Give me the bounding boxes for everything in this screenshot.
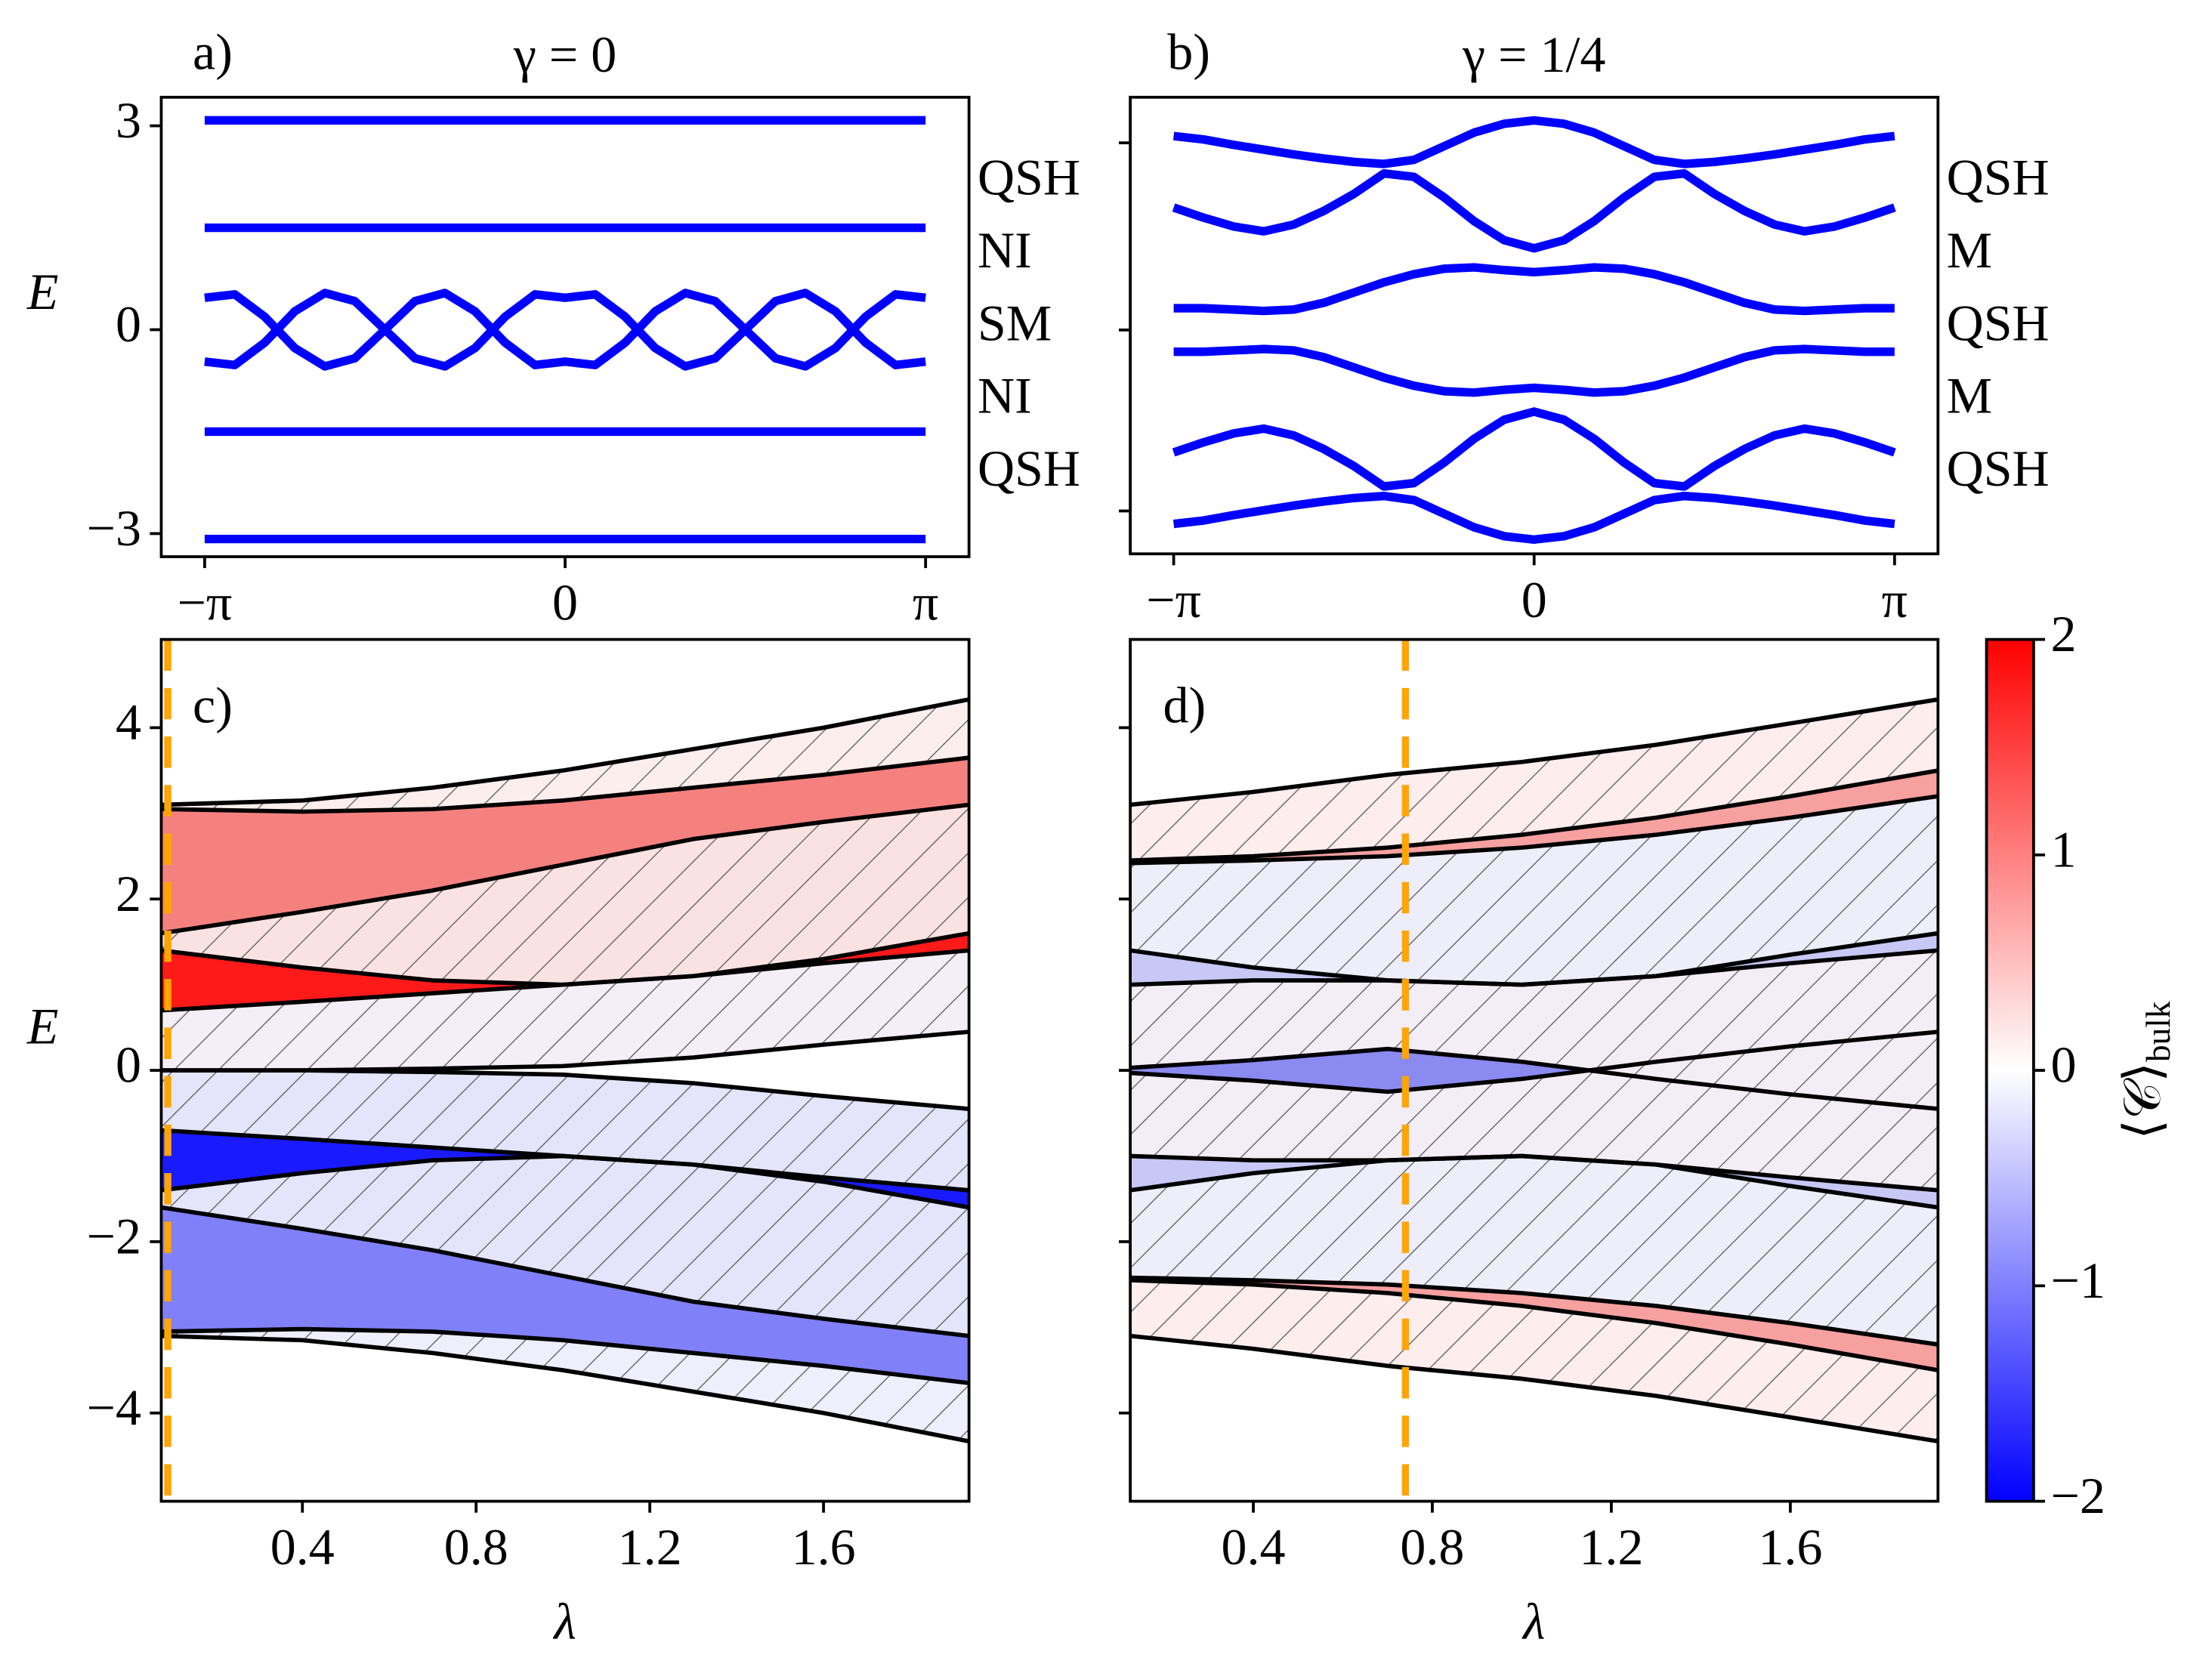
x-tick-label: 1.6	[1758, 1518, 1822, 1576]
x-tick-label: π	[913, 574, 938, 631]
x-tick-label: π	[1882, 571, 1908, 628]
x-tick-label: 0.8	[444, 1518, 508, 1576]
region-label: NI	[978, 367, 1032, 424]
colorbar-label-main: ⟨𝒞⟩	[2114, 1062, 2171, 1140]
series-line	[1172, 407, 1896, 491]
chart-title: γ = 0	[513, 26, 616, 83]
series-line	[204, 289, 926, 371]
series-line	[161, 1326, 969, 1385]
band-hatch	[161, 1070, 969, 1190]
y-tick-label: −2	[87, 1208, 141, 1265]
series-line	[1130, 1275, 1939, 1347]
band-hatch	[1130, 796, 1939, 985]
series-line	[161, 1205, 969, 1338]
region-label: QSH	[1947, 440, 2050, 497]
series-line	[161, 755, 969, 814]
panel-label: c)	[193, 677, 233, 734]
colorbar-tick-label: 1	[2051, 820, 2077, 878]
colorbar-tick-label: −1	[2051, 1252, 2105, 1309]
y-tick-label: 4	[116, 693, 141, 751]
region-label: SM	[978, 294, 1052, 351]
y-axis-label: E	[26, 998, 59, 1055]
series-line	[1172, 116, 1895, 168]
series-line	[1172, 492, 1895, 544]
region-label: QSH	[1947, 294, 2050, 351]
region-label: M	[1947, 221, 1992, 279]
series-line	[161, 697, 969, 807]
plot-area	[1130, 639, 1939, 1502]
region-label: QSH	[978, 440, 1080, 497]
series-line	[1130, 1333, 1939, 1443]
region-label: NI	[978, 221, 1032, 279]
series-line	[161, 802, 969, 936]
colorbar-label-sub: bulk	[2139, 1001, 2177, 1062]
series-line	[1130, 1278, 1939, 1372]
colorbar-label: ⟨𝒞⟩bulk	[2114, 1001, 2178, 1140]
series-line	[1130, 768, 1939, 863]
region-label: QSH	[978, 149, 1080, 206]
y-tick-label: 3	[116, 91, 141, 149]
series-line	[1173, 263, 1895, 316]
series-line	[1130, 948, 1939, 987]
y-tick-label: −3	[87, 499, 141, 557]
band-hatch	[161, 804, 969, 985]
band-hatch	[161, 950, 969, 1071]
y-axis-label: E	[26, 263, 59, 320]
colorbar-tick-label: 0	[2051, 1036, 2077, 1094]
series-line	[1130, 1153, 1939, 1210]
x-axis-label: λ	[1522, 1592, 1545, 1650]
x-tick-label: 0.8	[1400, 1518, 1464, 1576]
x-tick-label: −π	[1146, 571, 1201, 628]
series-line	[161, 1068, 969, 1111]
series-line	[1130, 794, 1939, 866]
series-line	[1130, 1046, 1939, 1111]
series-line	[161, 948, 969, 1013]
y-tick-label: 0	[116, 1036, 141, 1094]
plot-area	[161, 639, 969, 1502]
x-tick-label: 0	[552, 574, 578, 631]
x-tick-label: 1.6	[792, 1518, 856, 1576]
y-tick-label: −4	[87, 1378, 141, 1436]
series-line	[1173, 344, 1895, 397]
chart-title: γ = 1/4	[1462, 26, 1605, 83]
x-tick-label: 1.2	[618, 1518, 682, 1576]
band-hatch	[1130, 1280, 1939, 1442]
x-tick-label: −π	[178, 574, 233, 631]
series-line	[204, 289, 926, 371]
colorbar-tick-label: −2	[2051, 1467, 2105, 1524]
region-label: M	[1947, 367, 1992, 424]
y-tick-label: 2	[116, 865, 141, 922]
region-label: QSH	[1947, 149, 2050, 206]
series-line	[161, 1333, 969, 1443]
panel-label: d)	[1163, 677, 1206, 734]
band-hatch	[161, 1156, 969, 1336]
x-tick-label: 0.4	[1222, 1518, 1286, 1576]
series-line	[1130, 697, 1939, 807]
band-hatch	[161, 1329, 969, 1442]
x-tick-label: 0	[1522, 571, 1547, 628]
band-hatch	[1130, 1032, 1939, 1190]
x-axis-label: λ	[552, 1592, 576, 1650]
panel-label: b)	[1167, 23, 1210, 80]
colorbar-tick-label: 2	[2051, 605, 2077, 662]
series-line	[1172, 168, 1896, 253]
band-hatch	[161, 699, 969, 812]
x-tick-label: 0.4	[270, 1518, 335, 1576]
plot-area	[204, 116, 926, 544]
band-hatch	[1130, 1156, 1939, 1345]
axes-frame	[1129, 95, 1940, 556]
y-tick-label: 0	[116, 295, 141, 353]
series-line	[1130, 1030, 1939, 1094]
plot-area	[1172, 116, 1896, 544]
series-line	[161, 1153, 969, 1210]
colorbar	[1985, 637, 2035, 1503]
panel-label: a)	[193, 23, 233, 80]
band-hatch	[1130, 699, 1939, 861]
x-tick-label: 1.2	[1579, 1518, 1643, 1576]
